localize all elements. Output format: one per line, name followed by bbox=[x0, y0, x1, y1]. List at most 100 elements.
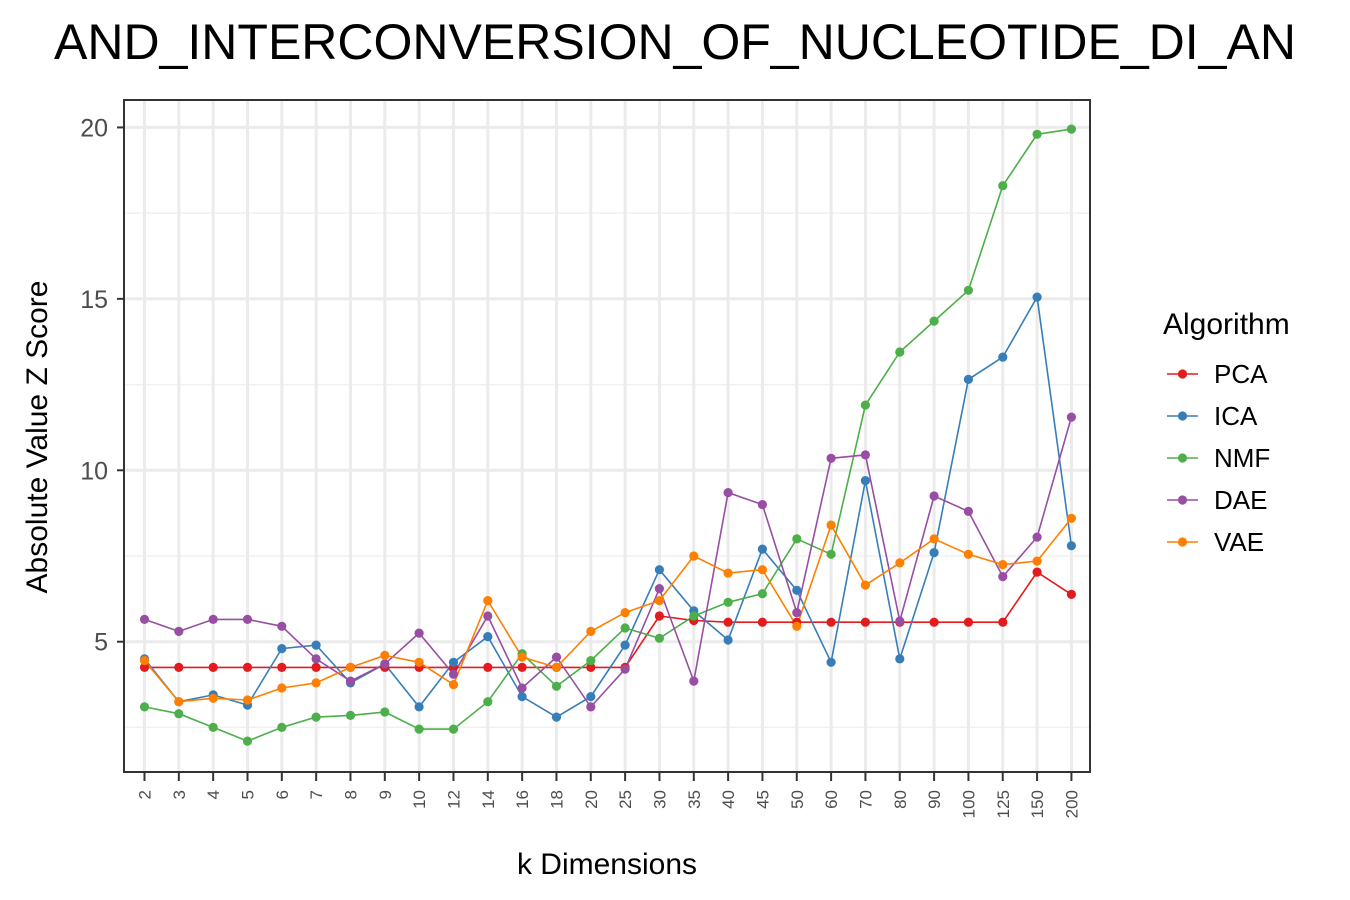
point-vae bbox=[551, 662, 562, 673]
chart-title: AND_INTERCONVERSION_OF_NUCLEOTIDE_DI_AN bbox=[54, 14, 1296, 70]
legend-key-point bbox=[1177, 453, 1188, 463]
point-nmf bbox=[826, 549, 836, 559]
point-dae bbox=[483, 611, 493, 621]
point-dae bbox=[998, 572, 1008, 582]
point-vae bbox=[654, 596, 665, 606]
point-ica bbox=[551, 712, 562, 722]
point-pca bbox=[860, 617, 871, 627]
legend-label: PCA bbox=[1214, 359, 1268, 389]
point-pca bbox=[174, 662, 184, 673]
point-ica bbox=[757, 544, 768, 554]
y-tick-label: 5 bbox=[94, 629, 108, 657]
point-pca bbox=[517, 662, 527, 673]
point-vae bbox=[277, 683, 287, 693]
point-nmf bbox=[895, 347, 905, 357]
series-line-pca bbox=[144, 571, 1072, 669]
point-ica bbox=[998, 352, 1008, 362]
point-nmf bbox=[208, 722, 218, 733]
x-tick-label: 5 bbox=[238, 790, 257, 799]
x-tick-label: 200 bbox=[1062, 790, 1081, 818]
point-dae bbox=[929, 491, 939, 501]
point-pca bbox=[483, 662, 493, 673]
legend-title: Algorithm bbox=[1163, 308, 1290, 341]
point-dae bbox=[757, 500, 768, 510]
x-tick-label: 80 bbox=[891, 790, 910, 809]
point-vae bbox=[826, 520, 836, 530]
point-nmf bbox=[242, 736, 253, 746]
legend-item-nmf: NMF bbox=[1167, 443, 1270, 473]
point-nmf bbox=[1032, 129, 1042, 139]
point-pca bbox=[654, 611, 665, 621]
x-tick-label: 18 bbox=[547, 790, 566, 809]
point-ica bbox=[654, 565, 665, 575]
x-tick-label: 35 bbox=[685, 790, 704, 809]
point-vae bbox=[380, 650, 390, 661]
point-nmf bbox=[963, 285, 974, 295]
x-tick-label: 7 bbox=[307, 790, 326, 799]
y-tick-label: 15 bbox=[80, 286, 108, 314]
point-dae bbox=[311, 654, 321, 664]
legend-key-point bbox=[1177, 411, 1188, 421]
point-vae bbox=[757, 565, 768, 575]
x-tick-label: 30 bbox=[650, 790, 669, 809]
point-ica bbox=[414, 702, 424, 712]
x-tick-label: 50 bbox=[788, 790, 807, 809]
point-nmf bbox=[929, 316, 939, 326]
y-axis: 5 10 15 20 bbox=[80, 114, 124, 657]
point-dae bbox=[689, 676, 699, 686]
legend-key-point bbox=[1177, 537, 1188, 547]
x-axis-title: k Dimensions bbox=[517, 848, 697, 881]
point-nmf bbox=[551, 681, 562, 691]
x-tick-label: 12 bbox=[444, 790, 463, 809]
x-tick-label: 8 bbox=[341, 790, 360, 799]
point-nmf bbox=[586, 656, 596, 666]
point-ica bbox=[929, 548, 939, 558]
legend-key-point bbox=[1177, 369, 1188, 379]
point-nmf bbox=[1066, 124, 1076, 134]
x-tick-label: 60 bbox=[822, 790, 841, 809]
point-dae bbox=[963, 506, 974, 516]
legend-item-ica: ICA bbox=[1167, 401, 1258, 431]
x-tick-label: 14 bbox=[479, 790, 498, 809]
series-line-vae bbox=[143, 517, 1073, 703]
x-tick-label: 40 bbox=[719, 790, 738, 809]
series-line-nmf bbox=[144, 128, 1072, 742]
point-pca bbox=[242, 662, 253, 673]
x-tick-label: 3 bbox=[170, 790, 189, 799]
point-pca bbox=[723, 617, 733, 627]
point-vae bbox=[1032, 556, 1042, 566]
point-vae bbox=[620, 608, 630, 618]
point-dae bbox=[895, 616, 905, 626]
legend-label: NMF bbox=[1214, 443, 1270, 473]
series-line-ica bbox=[143, 294, 1073, 719]
point-vae bbox=[414, 657, 424, 667]
point-dae bbox=[517, 683, 527, 693]
series-points bbox=[139, 124, 1076, 746]
point-ica bbox=[517, 692, 527, 702]
point-dae bbox=[448, 669, 459, 679]
legend-label: VAE bbox=[1214, 527, 1264, 557]
x-tick-label: 125 bbox=[994, 790, 1013, 818]
point-ica bbox=[1066, 541, 1076, 551]
point-dae bbox=[620, 664, 630, 674]
point-pca bbox=[757, 617, 768, 627]
point-vae bbox=[895, 558, 905, 568]
legend-item-dae: DAE bbox=[1167, 485, 1267, 515]
point-dae bbox=[208, 614, 218, 625]
x-tick-label: 9 bbox=[376, 790, 395, 799]
point-nmf bbox=[380, 707, 390, 717]
point-vae bbox=[723, 568, 733, 578]
point-nmf bbox=[448, 724, 459, 734]
point-dae bbox=[654, 584, 665, 594]
point-ica bbox=[1032, 292, 1042, 302]
point-nmf bbox=[689, 611, 699, 621]
point-pca bbox=[311, 662, 321, 673]
point-dae bbox=[792, 608, 802, 618]
point-vae bbox=[174, 697, 184, 707]
point-dae bbox=[414, 628, 424, 638]
x-tick-label: 45 bbox=[753, 790, 772, 809]
point-vae bbox=[860, 580, 871, 590]
point-dae bbox=[277, 621, 287, 631]
point-dae bbox=[345, 676, 356, 686]
